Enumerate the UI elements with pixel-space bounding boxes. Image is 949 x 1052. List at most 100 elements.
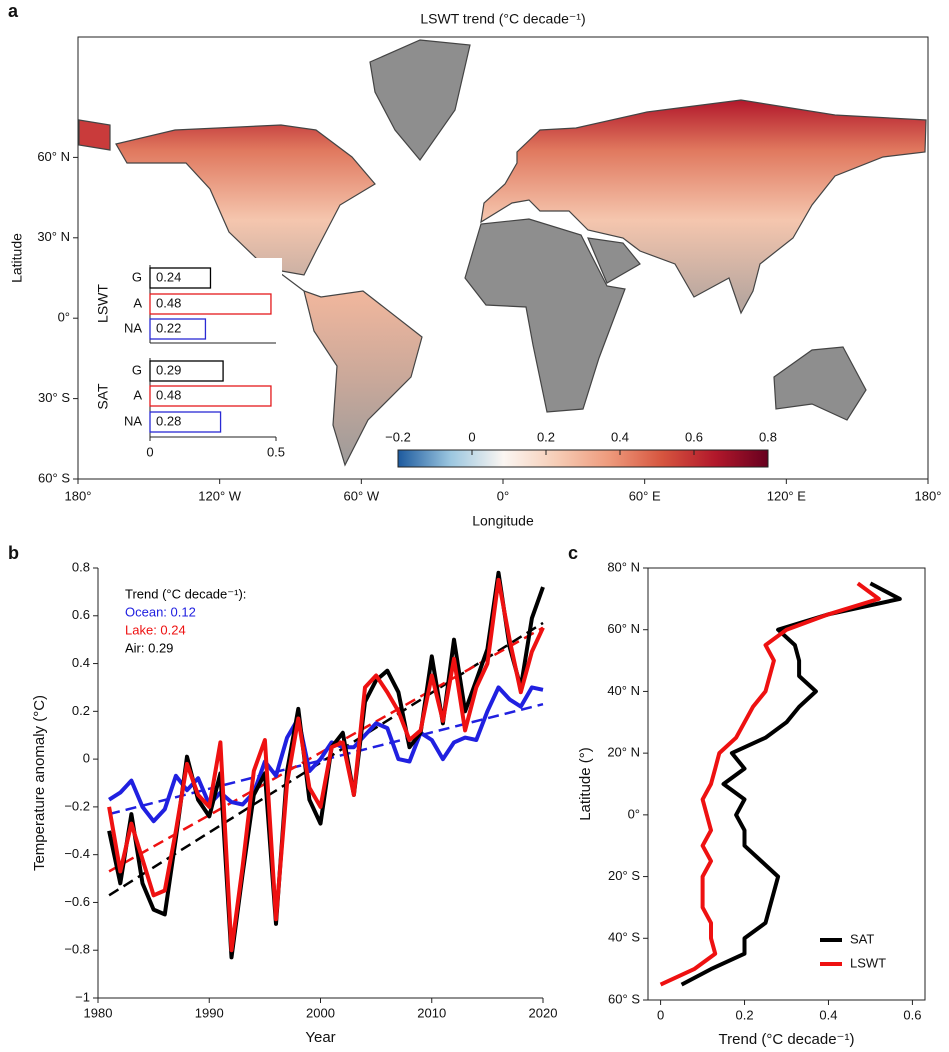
y-tick-label: −0.2 [64,798,90,813]
y-tick-label: 30° N [37,229,70,244]
land [275,269,423,467]
continents [78,39,927,467]
y-tick-label: 0° [628,806,640,821]
annotation: Lake: 0.24 [125,622,186,637]
category-label: NA [124,413,142,428]
colorbar [397,449,769,468]
x-tick-label: 0 [146,444,153,459]
y-tick-label: 0° [58,310,70,325]
y-tick-label: −1 [75,989,90,1004]
colorbar-tick-label: −0.2 [385,429,411,444]
x-tick-label: 60° W [344,488,380,503]
y-tick-label: 40° N [607,683,640,698]
bar [149,411,222,433]
series-line [108,685,544,824]
annotation: Ocean: 0.12 [125,604,196,619]
x-tick-label: 0° [497,488,509,503]
panel-label: a [8,1,19,21]
y-tick-label: −0.8 [64,942,90,957]
category-label: G [132,362,142,377]
x-tick-label: 2020 [529,1005,558,1020]
x-tick-label: 180° [65,488,92,503]
x-axis-label: Trend (°C decade⁻¹) [719,1031,855,1048]
y-tick-label: 20° N [607,745,640,760]
colorbar-tick-label: 0.8 [759,429,777,444]
value-label: 0.24 [156,269,181,284]
y-tick-label: 0.8 [72,559,90,574]
x-tick-label: 180° [915,488,942,503]
value-label: 0.48 [156,295,181,310]
y-tick-label: 0.6 [72,607,90,622]
bar [149,360,224,382]
y-tick-label: 60° N [607,621,640,636]
x-axis-label: Year [305,1029,335,1046]
colorbar-tick-label: 0 [468,429,475,444]
x-tick-label: 0.2 [735,1007,753,1022]
bar [149,267,212,289]
category-label: G [132,269,142,284]
x-tick-label: 120° W [198,488,242,503]
category-label: A [133,387,142,402]
value-label: 0.28 [156,413,181,428]
x-axis-label: Longitude [472,513,534,529]
y-tick-label: 30° S [38,390,70,405]
y-tick-label: 0 [83,751,90,766]
y-tick-label: 60° N [37,149,70,164]
y-axis-label: Latitude [9,233,25,283]
colorbar-tick-label: 0.2 [537,429,555,444]
land [480,99,927,315]
y-tick-label: 40° S [608,930,640,945]
land [115,124,376,276]
y-tick-label: 20° S [608,868,640,883]
land [78,119,111,151]
y-tick-label: −0.6 [64,894,90,909]
category-label: A [133,295,142,310]
colorbar-tick-label: 0.6 [685,429,703,444]
legend-label: LSWT [850,955,886,970]
x-tick-label: 1980 [84,1005,113,1020]
series-line [659,581,881,987]
x-tick-label: 0.5 [267,444,285,459]
x-tick-label: 2010 [417,1005,446,1020]
value-label: 0.29 [156,362,181,377]
y-tick-label: 60° S [38,470,70,485]
series-line [680,581,902,987]
group-label: SAT [95,383,111,410]
y-tick-label: 0.4 [72,655,90,670]
value-label: 0.48 [156,387,181,402]
bar [149,385,272,407]
annotation: Air: 0.29 [125,640,173,655]
category-label: NA [124,320,142,335]
y-tick-label: 80° N [607,559,640,574]
chart-title: LSWT trend (°C decade⁻¹) [420,11,585,27]
annotation: Trend (°C decade⁻¹): [125,586,246,601]
series-line [107,577,545,953]
x-tick-label: 0 [657,1007,664,1022]
y-axis-label: Latitude (°) [577,747,594,821]
x-tick-label: 0.6 [903,1007,921,1022]
land [773,346,867,421]
bar [149,318,207,340]
x-tick-label: 120° E [767,488,807,503]
y-axis-label: Temperature anomaly (°C) [31,695,48,871]
x-tick-label: 2000 [306,1005,335,1020]
colorbar-tick-label: 0.4 [611,429,629,444]
y-tick-label: 0.2 [72,703,90,718]
panel-label: c [568,543,578,563]
y-tick-label: −0.4 [64,846,90,861]
x-tick-label: 60° E [629,488,661,503]
panel-label: b [8,543,19,563]
land [464,218,626,413]
value-label: 0.22 [156,320,181,335]
x-tick-label: 1990 [195,1005,224,1020]
plot-frame [647,567,926,1001]
legend-label: SAT [850,931,874,946]
land [369,39,471,161]
bar [149,293,272,315]
x-tick-label: 0.4 [819,1007,837,1022]
group-label: LSWT [95,284,111,323]
y-tick-label: 60° S [608,991,640,1006]
land [587,237,641,284]
